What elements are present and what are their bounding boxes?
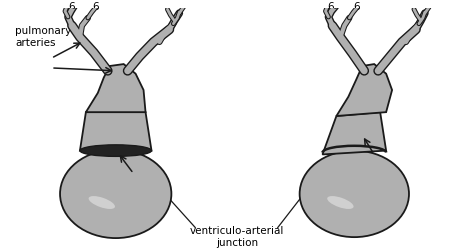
Text: 6: 6 <box>92 2 99 12</box>
Ellipse shape <box>89 196 115 209</box>
Polygon shape <box>337 64 392 116</box>
Ellipse shape <box>327 196 354 209</box>
Text: 6: 6 <box>69 2 75 12</box>
Text: 6: 6 <box>353 2 360 12</box>
Text: pulmonary
arteries: pulmonary arteries <box>15 26 72 48</box>
Ellipse shape <box>80 145 152 156</box>
Ellipse shape <box>60 150 172 238</box>
Ellipse shape <box>300 151 409 237</box>
Polygon shape <box>322 112 386 154</box>
Polygon shape <box>86 64 146 112</box>
Text: ventriculo-arterial
junction: ventriculo-arterial junction <box>190 226 284 248</box>
Polygon shape <box>80 112 152 151</box>
Text: 6: 6 <box>327 2 334 12</box>
